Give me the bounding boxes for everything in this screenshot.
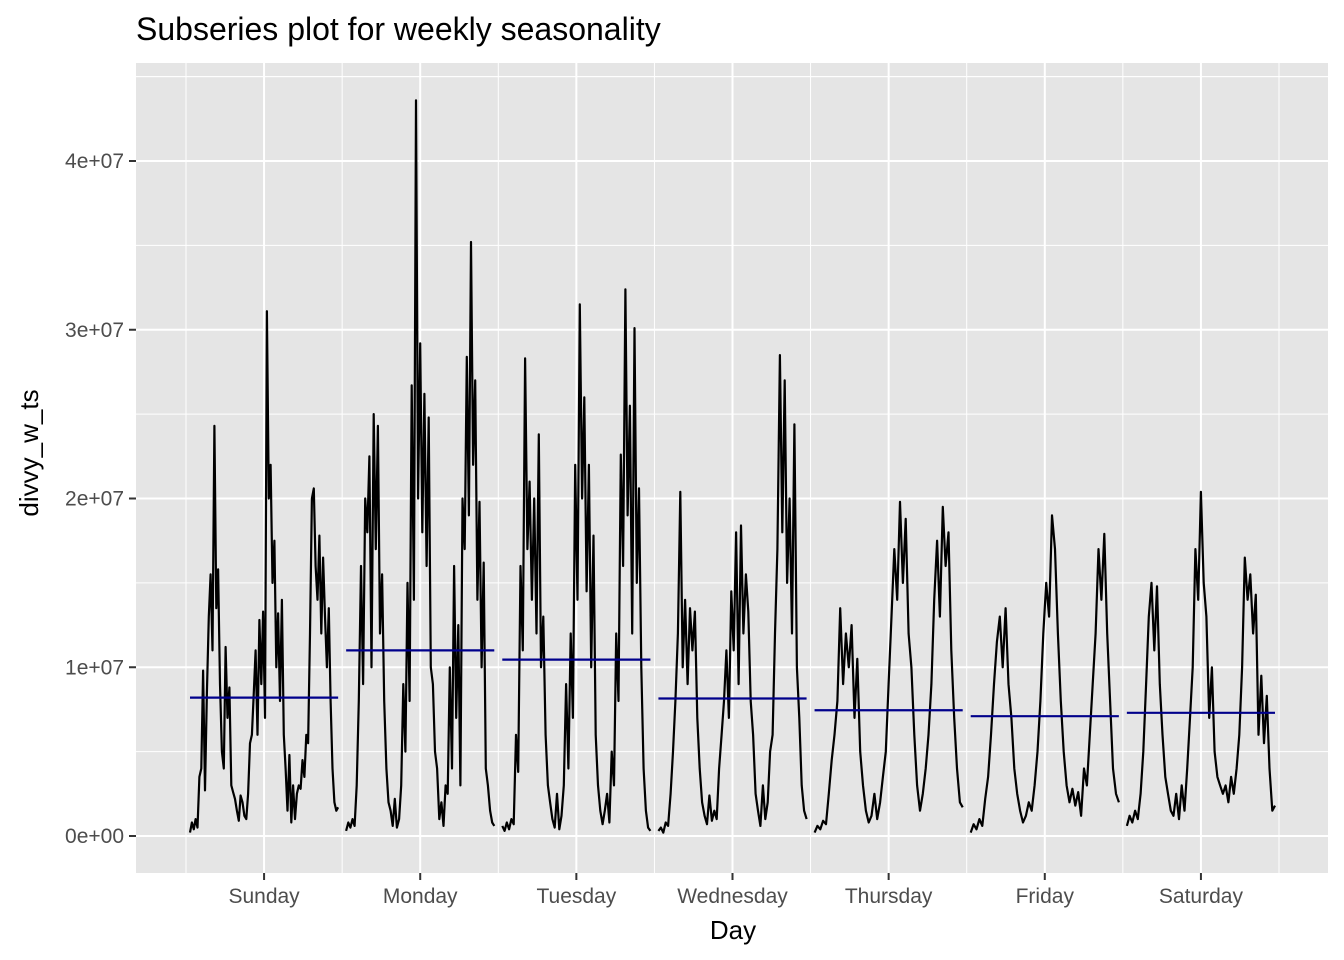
series-line-friday bbox=[969, 514, 1120, 833]
x-tick-label-thursday: Thursday bbox=[845, 885, 933, 908]
x-tick-label-monday: Monday bbox=[383, 885, 458, 908]
y-tick-label: 3e+07 bbox=[65, 319, 124, 342]
mean-lines bbox=[190, 649, 1275, 718]
x-tick-label-saturday: Saturday bbox=[1159, 885, 1244, 908]
grid-lines bbox=[136, 63, 1328, 873]
y-axis: 0e+00 1e+07 2e+07 3e+07 4e+07 bbox=[65, 150, 136, 848]
series-line-sunday bbox=[188, 310, 340, 833]
x-tick-label-wednesday: Wednesday bbox=[677, 885, 788, 908]
series-lines bbox=[188, 99, 1276, 834]
chart-title: Subseries plot for weekly seasonality bbox=[136, 11, 661, 47]
series-line-monday bbox=[345, 99, 496, 832]
x-tick-label-friday: Friday bbox=[1016, 885, 1075, 908]
y-tick-label: 4e+07 bbox=[65, 150, 124, 173]
x-tick-label-tuesday: Tuesday bbox=[536, 885, 616, 908]
x-axis: Sunday Monday Tuesday Wednesday Thursday Frid… bbox=[228, 873, 1243, 908]
y-tick-label: 1e+07 bbox=[65, 656, 124, 679]
y-tick-label: 2e+07 bbox=[65, 488, 124, 511]
series-line-tuesday bbox=[501, 288, 652, 833]
series-line-saturday bbox=[1125, 490, 1276, 827]
x-axis-title: Day bbox=[710, 915, 756, 945]
y-tick-label: 0e+00 bbox=[65, 825, 124, 848]
y-axis-title: divvy_w_ts bbox=[14, 389, 44, 516]
series-line-wednesday bbox=[657, 354, 808, 834]
x-tick-label-sunday: Sunday bbox=[228, 885, 300, 908]
series-line-thursday bbox=[813, 500, 964, 834]
